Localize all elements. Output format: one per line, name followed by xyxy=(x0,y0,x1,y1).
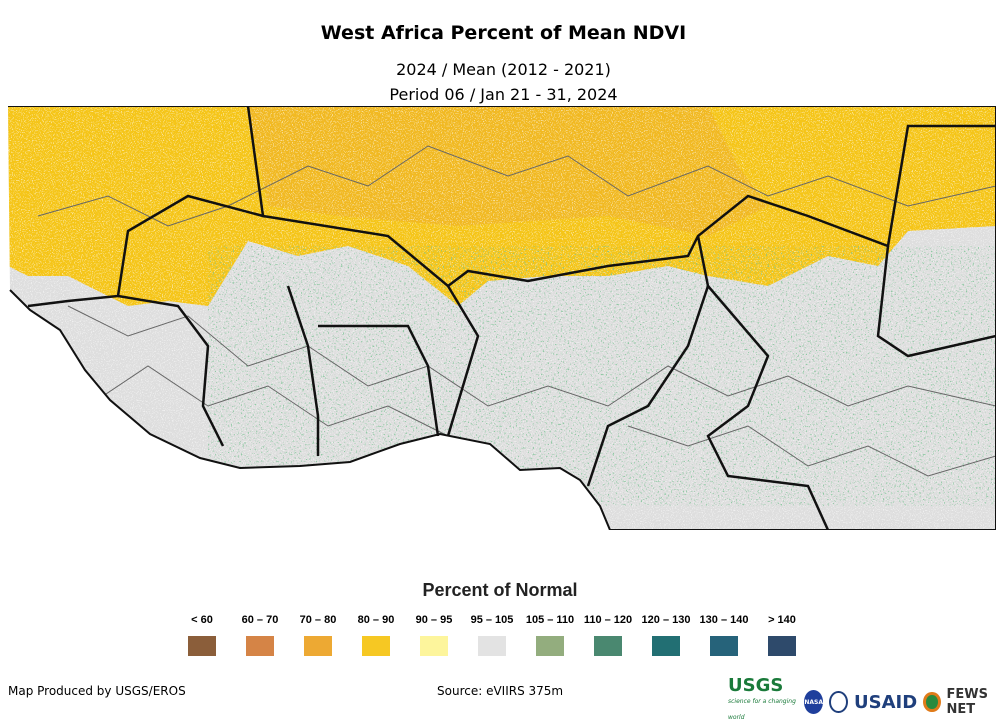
legend-swatch xyxy=(246,636,274,656)
legend-label: 120 – 130 xyxy=(641,614,691,626)
partner-logos: USGS science for a changing world NASA US… xyxy=(728,675,1007,726)
map-subtitle-period: 2024 / Mean (2012 - 2021) xyxy=(396,60,611,79)
legend-label: 60 – 70 xyxy=(241,614,279,626)
legend-swatch xyxy=(420,636,448,656)
legend-item: 110 – 120 xyxy=(572,614,644,656)
legend-item: 80 – 90 xyxy=(340,614,412,656)
legend-item: 90 – 95 xyxy=(398,614,470,656)
legend-label: < 60 xyxy=(191,614,213,626)
fews-net-logo: FEWS NET xyxy=(946,687,988,717)
ndvi-map xyxy=(8,106,996,530)
legend-label: > 140 xyxy=(768,614,796,626)
legend-item: > 140 xyxy=(746,614,818,656)
legend-item: 130 – 140 xyxy=(688,614,760,656)
fews-globe-icon xyxy=(923,692,941,712)
legend-item: 60 – 70 xyxy=(224,614,296,656)
country-boundaries xyxy=(8,106,996,530)
legend-swatch xyxy=(652,636,680,656)
legend-label: 130 – 140 xyxy=(699,614,749,626)
map-title: West Africa Percent of Mean NDVI xyxy=(320,22,687,44)
nasa-logo: NASA xyxy=(803,690,824,714)
legend-item: < 60 xyxy=(166,614,238,656)
legend-swatch xyxy=(478,636,506,656)
legend-swatch xyxy=(594,636,622,656)
usgs-logo: USGS science for a changing world xyxy=(728,675,796,722)
legend-item: 95 – 105 xyxy=(456,614,528,656)
legend-label: 110 – 120 xyxy=(583,614,633,626)
admin-boundaries xyxy=(37,145,996,477)
legend-label: 80 – 90 xyxy=(357,614,395,626)
legend-swatch xyxy=(536,636,564,656)
map-subtitle-dates: Period 06 / Jan 21 - 31, 2024 xyxy=(389,85,618,104)
legend-label: 70 – 80 xyxy=(299,614,337,626)
legend-title: Percent of Normal xyxy=(422,580,578,600)
source-credit: Source: eVIIRS 375m xyxy=(437,684,564,698)
legend-item: 70 – 80 xyxy=(282,614,354,656)
legend-label: 95 – 105 xyxy=(470,614,514,626)
legend-label: 90 – 95 xyxy=(415,614,453,626)
legend-swatch xyxy=(304,636,332,656)
legend-item: 105 – 110 xyxy=(514,614,586,656)
usaid-seal-icon xyxy=(829,691,849,713)
usaid-logo: USAID xyxy=(854,691,918,713)
legend: < 60 60 – 70 70 – 80 80 – 90 90 – 95 95 – 105… xyxy=(166,614,804,656)
producer-credit: Map Produced by USGS/EROS xyxy=(8,684,186,698)
legend-swatch xyxy=(188,636,216,656)
legend-label: 105 – 110 xyxy=(525,614,575,626)
legend-swatch xyxy=(710,636,738,656)
legend-swatch xyxy=(768,636,796,656)
legend-item: 120 – 130 xyxy=(630,614,702,656)
legend-swatch xyxy=(362,636,390,656)
